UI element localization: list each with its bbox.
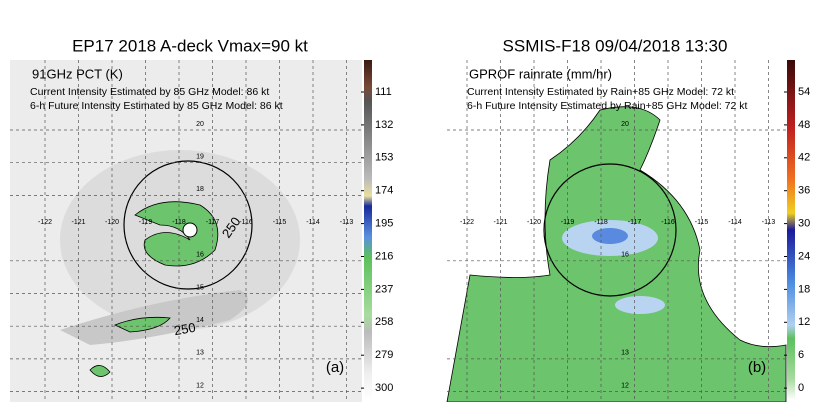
- lon-label: -121: [493, 219, 507, 226]
- lon-label: -119: [139, 219, 153, 226]
- labels: EP17 2018 A-deck Vmax=90 kt 91GHz PCT (K)…: [30, 36, 810, 394]
- heavy-rain-core: [592, 228, 628, 244]
- colorbar: [364, 60, 372, 400]
- product-label: 91GHz PCT (K): [32, 66, 123, 81]
- lon-label: -122: [38, 219, 52, 226]
- contour-label: 250: [173, 320, 197, 339]
- lon-label: -119: [561, 219, 575, 226]
- storm-circle: [543, 163, 677, 297]
- lat-label: 16: [621, 252, 629, 259]
- product-label: GPROF rainrate (mm/hr): [469, 66, 612, 81]
- lon-label: -113: [762, 219, 776, 226]
- panel-label: (b): [748, 359, 766, 376]
- colorbar-label: 237: [375, 283, 393, 295]
- colorbar-label: 153: [375, 152, 393, 164]
- rain-band-core: [113, 316, 171, 333]
- heavy-rain: [615, 296, 665, 314]
- lon-label: -114: [306, 219, 320, 226]
- lat-label: 19: [196, 154, 204, 161]
- graticule: [10, 60, 786, 402]
- eye: [182, 222, 198, 238]
- lat-label: 12: [621, 382, 629, 389]
- colorbar-label: 36: [798, 185, 810, 197]
- lon-label: -118: [172, 219, 186, 226]
- lon-label: -120: [527, 219, 541, 226]
- lat-label: 14: [196, 317, 204, 324]
- lon-label: -117: [628, 219, 642, 226]
- colorbar-label: 195: [375, 218, 393, 230]
- lon-label: -122: [460, 219, 474, 226]
- lon-label: -115: [273, 219, 287, 226]
- colorbar-label: 12: [798, 316, 810, 328]
- lon-label: -113: [340, 219, 354, 226]
- lon-label: -115: [695, 219, 709, 226]
- eyewall: [134, 201, 219, 267]
- lat-label: 20: [621, 121, 629, 128]
- lon-label: -114: [728, 219, 742, 226]
- storm-circle: [123, 160, 253, 290]
- colorbar-label: 132: [375, 119, 393, 131]
- colorbar-label: 48: [798, 119, 810, 131]
- panel-title: SSMIS-F18 09/04/2018 13:30: [503, 36, 728, 55]
- lon-label: -121: [71, 219, 85, 226]
- colorbar-label: 6: [798, 349, 804, 361]
- lat-label: 15: [196, 284, 204, 291]
- lat-label: 20: [196, 121, 204, 128]
- intensity-note: 6-h Future Intensity Estimated by Rain+8…: [467, 100, 748, 112]
- intensity-note: Current Intensity Estimated by Rain+85 G…: [467, 86, 734, 98]
- intensity-note: 6-h Future Intensity Estimated by 85 GHz…: [30, 100, 283, 112]
- colorbar-label: 18: [798, 283, 810, 295]
- lat-label: 13: [196, 350, 204, 357]
- colorbar-label: 30: [798, 218, 810, 230]
- lon-label: -118: [594, 219, 608, 226]
- panel-label: (a): [326, 359, 344, 376]
- colorbar-label: 42: [798, 152, 810, 164]
- lon-label: -117: [206, 219, 220, 226]
- intensity-note: Current Intensity Estimated by 85 GHz Mo…: [30, 86, 269, 98]
- lat-label: 12: [196, 382, 204, 389]
- lon-label: -120: [105, 219, 119, 226]
- colorbar-label: 0: [798, 382, 804, 394]
- lat-label: 13: [621, 350, 629, 357]
- colorbar-label: 54: [798, 86, 810, 98]
- colorbar-label: 300: [375, 382, 393, 394]
- colorbar-label: 111: [375, 86, 392, 98]
- lat-label: 16: [196, 252, 204, 259]
- colorbar: [787, 60, 795, 400]
- lon-label: -116: [661, 219, 675, 226]
- lat-label: 18: [196, 186, 204, 193]
- panel-title: EP17 2018 A-deck Vmax=90 kt: [72, 36, 308, 55]
- colorbar-label: 258: [375, 316, 393, 328]
- colorbar-label: 24: [798, 250, 810, 262]
- colorbar-label: 174: [375, 185, 393, 197]
- colorbar-label: 279: [375, 349, 393, 361]
- colorbar-label: 216: [375, 250, 393, 262]
- rain-cell: [89, 365, 111, 377]
- lon-label: -116: [239, 219, 253, 226]
